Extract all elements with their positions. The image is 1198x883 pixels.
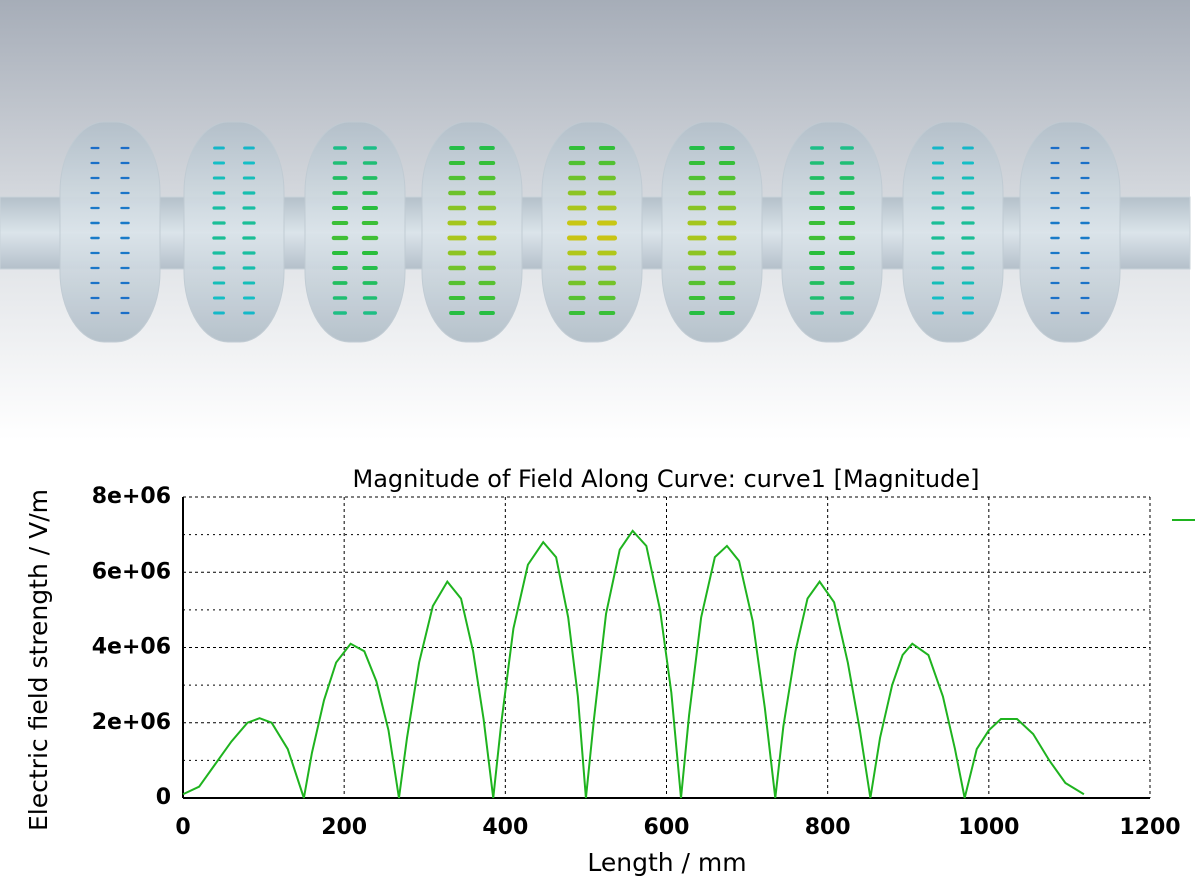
chart: Magnitude of Field Along Curve: curve1 [… — [24, 465, 1195, 877]
cavity-cell — [781, 121, 883, 343]
x-tick-label: 400 — [482, 815, 528, 840]
cavity-model — [0, 121, 1191, 343]
x-tick-label: 600 — [644, 815, 690, 840]
cavity-cell — [541, 121, 643, 343]
x-axis-label: Length / mm — [587, 848, 746, 877]
cavity-cell — [304, 121, 406, 343]
cavity-cell — [661, 121, 763, 343]
cavity-cell — [1019, 121, 1121, 343]
y-tick-label: 0 — [156, 785, 171, 810]
x-tick-label: 1200 — [1119, 815, 1180, 840]
cavity-cell — [183, 121, 285, 343]
x-tick-label: 800 — [805, 815, 851, 840]
cavity-cell — [59, 121, 161, 343]
cavity-cell — [421, 121, 523, 343]
y-tick-label: 4e+06 — [92, 635, 171, 660]
cavity-cell — [902, 121, 1004, 343]
x-tick-label: 0 — [175, 815, 190, 840]
data-line — [182, 529, 1085, 799]
y-tick-label: 8e+06 — [92, 484, 171, 509]
y-tick-label: 2e+06 — [92, 710, 171, 735]
y-axis-label: Electric field strength / V/m — [24, 489, 53, 831]
y-tick-label: 6e+06 — [92, 559, 171, 584]
chart-title: Magnitude of Field Along Curve: curve1 [… — [353, 465, 980, 493]
x-tick-label: 200 — [321, 815, 367, 840]
x-tick-label: 1000 — [958, 815, 1019, 840]
